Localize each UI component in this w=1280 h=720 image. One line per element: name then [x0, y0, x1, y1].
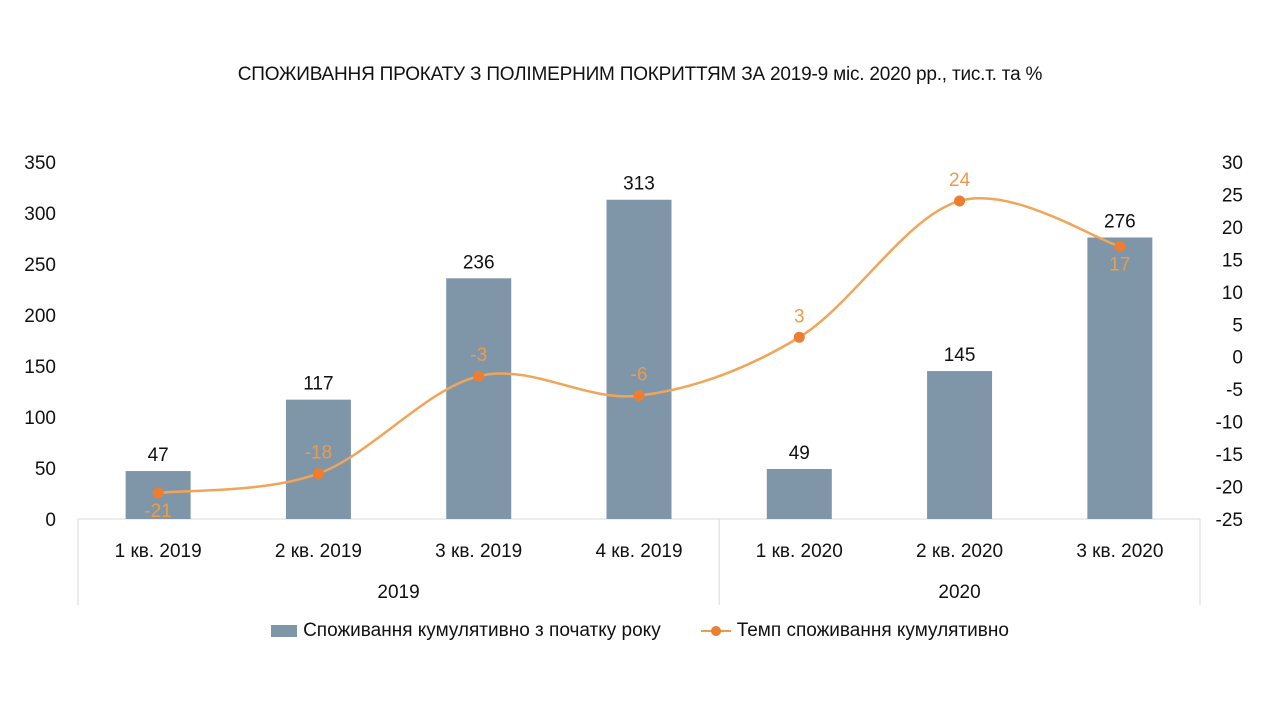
- line-point: [633, 390, 645, 402]
- y-right-tick-label: 20: [1222, 218, 1243, 239]
- legend: Споживання кумулятивно з початку року Те…: [0, 620, 1280, 642]
- y-right-tick-label: 5: [1232, 315, 1243, 336]
- line-data-label: -6: [631, 365, 648, 386]
- x-tick-label: 4 кв. 2019: [595, 541, 682, 562]
- line-point: [312, 468, 324, 480]
- legend-item-bar: Споживання кумулятивно з початку року: [271, 620, 661, 642]
- bar: [927, 371, 993, 519]
- bar: [446, 278, 512, 519]
- bar-data-label: 313: [623, 174, 655, 195]
- y-left-tick-label: 0: [45, 510, 56, 531]
- x-tick-label: 3 кв. 2019: [435, 541, 522, 562]
- y-left-tick-label: 100: [24, 408, 56, 429]
- labels-layer: 47 117 236 313 49 145 276 -21 -18 -3 -6 3 24 17: [144, 170, 1135, 522]
- bar-data-label: 236: [463, 252, 495, 273]
- y-right-tick-label: 15: [1222, 250, 1243, 271]
- line-point: [152, 487, 164, 499]
- line-data-label: -21: [144, 501, 171, 522]
- bar-data-label: 276: [1104, 211, 1136, 232]
- y-right-tick-label: 25: [1222, 185, 1243, 206]
- line-data-label: -18: [305, 443, 332, 464]
- line-data-label: 17: [1109, 254, 1130, 275]
- bar: [285, 399, 351, 519]
- y-left-tick-label: 150: [24, 357, 56, 378]
- line-data-label: 3: [794, 306, 805, 327]
- y-left-tick-label: 300: [24, 204, 56, 225]
- legend-bar-label: Споживання кумулятивно з початку року: [303, 620, 661, 641]
- bar: [766, 469, 832, 519]
- x-group-label: 2019: [377, 582, 419, 603]
- bars-layer: [125, 199, 1153, 520]
- bar-data-label: 49: [789, 443, 810, 464]
- y-left-tick-label: 200: [24, 306, 56, 327]
- legend-item-line: Темп споживання кумулятивно: [700, 620, 1009, 642]
- y-right-tick-label: 0: [1232, 348, 1243, 369]
- legend-line-label: Темп споживання кумулятивно: [736, 620, 1009, 641]
- line-point: [1114, 240, 1126, 252]
- line-point: [954, 195, 966, 207]
- y-right-tick-label: -10: [1216, 413, 1243, 434]
- y-right-tick-label: -20: [1216, 478, 1243, 499]
- bar-data-label: 145: [944, 345, 976, 366]
- x-tick-label: 1 кв. 2020: [756, 541, 843, 562]
- bar: [1087, 237, 1153, 520]
- y-left-tick-label: 350: [24, 153, 56, 174]
- line-layer: [152, 195, 1126, 499]
- y-right-tick-label: 10: [1222, 283, 1243, 304]
- y-right-tick-label: -5: [1226, 380, 1243, 401]
- line-point: [793, 331, 805, 343]
- bar-data-label: 47: [148, 445, 169, 466]
- bar: [606, 199, 672, 520]
- line-data-label: -3: [470, 345, 487, 366]
- y-left-tick-label: 250: [24, 255, 56, 276]
- x-group-label: 2020: [938, 582, 980, 603]
- line-point: [473, 370, 485, 382]
- x-tick-label: 2 кв. 2020: [916, 541, 1003, 562]
- legend-bar-swatch: [271, 625, 298, 637]
- legend-line-swatch: [700, 625, 731, 637]
- y-right-tick-label: 30: [1222, 153, 1243, 174]
- x-tick-label: 2 кв. 2019: [275, 541, 362, 562]
- x-tick-label: 3 кв. 2020: [1076, 541, 1163, 562]
- y-left-tick-label: 50: [35, 459, 56, 480]
- axis-layer: 0 50 100 150 200 250 300 350 -25 -20 -15 -10 -5 0 5 10 1…: [24, 153, 1243, 605]
- chart-title: СПОЖИВАННЯ ПРОКАТУ З ПОЛІМЕРНИМ ПОКРИТТЯ…: [237, 64, 1043, 85]
- bar-data-label: 117: [303, 374, 333, 395]
- x-tick-label: 1 кв. 2019: [115, 541, 202, 562]
- y-right-tick-label: -25: [1216, 510, 1243, 531]
- y-right-tick-label: -15: [1216, 445, 1243, 466]
- line-data-label: 24: [949, 170, 971, 191]
